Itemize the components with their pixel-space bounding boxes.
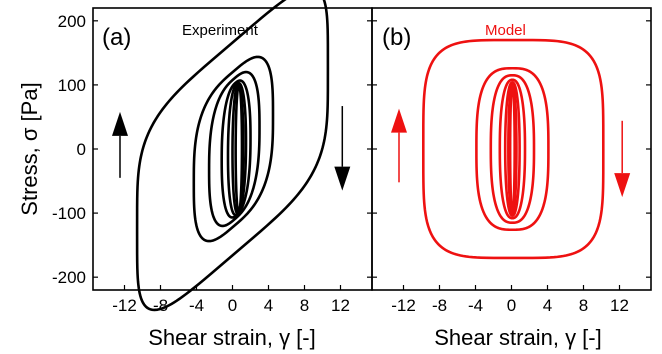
loop-a-6: [234, 84, 244, 214]
x-tick-label-a-0: -12: [112, 296, 137, 315]
loop-a-0: [135, 0, 330, 312]
y-tick-label-4: 200: [58, 12, 86, 31]
loop-b-2: [489, 74, 536, 224]
loop-b-0: [422, 38, 605, 260]
x-axis-title-a: Shear strain, γ [-]: [148, 325, 316, 350]
y-axis-title: Stress, σ [Pa]: [17, 82, 42, 215]
loop-b-4: [503, 81, 521, 217]
x-tick-label-a-4: 4: [264, 296, 273, 315]
loop-a-1: [192, 55, 275, 243]
x-tick-label-a-3: 0: [228, 296, 237, 315]
arrow-head-a-1: [334, 166, 351, 191]
x-tick-label-a-2: -4: [189, 296, 204, 315]
hysteresis-loops-b: [422, 38, 605, 260]
loop-b-1: [475, 66, 550, 232]
x-tick-label-b-4: 4: [543, 296, 552, 315]
x-tick-label-a-6: 12: [331, 296, 350, 315]
loop-a-3: [220, 79, 252, 219]
y-tick-label-2: 0: [77, 140, 86, 159]
y-tick-label-3: 100: [58, 76, 86, 95]
y-tick-label-0: -200: [52, 268, 86, 287]
x-tick-label-a-5: 8: [300, 296, 309, 315]
x-tick-label-b-3: 0: [507, 296, 516, 315]
y-ticks-a: -200 -100 0 100 200: [52, 12, 651, 287]
panel-label-a: (a): [102, 24, 131, 51]
arrow-head-b-0: [391, 108, 407, 133]
x-ticks-a: -12 -8 -4 0 4 8 12: [112, 285, 350, 315]
arrow-head-a-0: [112, 111, 128, 136]
x-tick-label-b-0: -12: [391, 296, 416, 315]
x-axis-title-b: Shear strain, γ [-]: [434, 325, 602, 350]
loop-b-6: [508, 84, 516, 214]
panel-experiment: -12 -8 -4 0 4 8 12 -200 -100 0 100 200 (a) Experim…: [52, 0, 651, 315]
x-ticks-b: -12 -8 -4 0 4 8 12: [391, 285, 629, 315]
hysteresis-loops-a: [135, 0, 330, 312]
x-tick-label-b-1: -8: [432, 296, 447, 315]
x-tick-label-b-6: 12: [610, 296, 629, 315]
panel-title-model: Model: [485, 22, 526, 39]
panel-label-b: (b): [382, 24, 411, 51]
loop-b-3: [498, 78, 527, 220]
panel-title-experiment: Experiment: [182, 22, 259, 39]
panel-model: -12 -8 -4 0 4 8 12 (b) Model: [371, 7, 652, 315]
x-tick-label-b-2: -4: [468, 296, 483, 315]
plot-frame-b: [371, 7, 652, 291]
direction-arrows-a: [112, 106, 351, 191]
x-tick-label-a-1: -8: [153, 296, 168, 315]
direction-arrows-b: [391, 108, 631, 198]
y-tick-label-1: -100: [52, 204, 86, 223]
loop-a-2: [207, 70, 261, 228]
x-tick-label-b-5: 8: [579, 296, 588, 315]
arrow-head-b-1: [614, 173, 631, 198]
